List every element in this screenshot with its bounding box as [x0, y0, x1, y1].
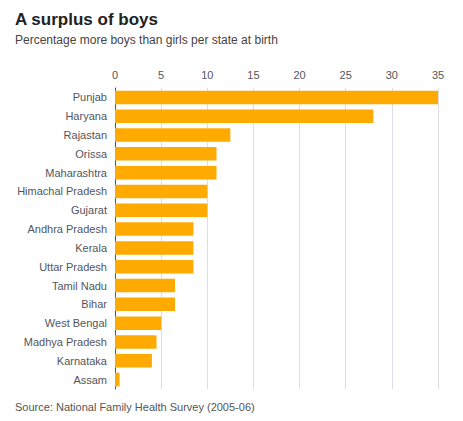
- svg-text:Maharashtra: Maharashtra: [45, 167, 108, 179]
- svg-text:Himachal Pradesh: Himachal Pradesh: [17, 185, 107, 197]
- svg-text:35: 35: [432, 69, 444, 81]
- svg-text:20: 20: [293, 69, 305, 81]
- svg-text:25: 25: [340, 69, 352, 81]
- svg-text:Punjab: Punjab: [73, 91, 107, 103]
- svg-text:Bihar: Bihar: [81, 298, 107, 310]
- svg-text:Kerala: Kerala: [75, 242, 108, 254]
- svg-text:Assam: Assam: [73, 374, 107, 386]
- svg-text:Karnataka: Karnataka: [57, 355, 108, 367]
- svg-text:Gujarat: Gujarat: [71, 204, 107, 216]
- svg-text:10: 10: [201, 69, 213, 81]
- svg-text:Orissa: Orissa: [75, 148, 108, 160]
- svg-text:Source: National Family Health: Source: National Family Health Survey (2…: [15, 401, 255, 413]
- svg-text:Rajastan: Rajastan: [64, 129, 107, 141]
- svg-text:Madhya Pradesh: Madhya Pradesh: [24, 336, 107, 348]
- svg-text:Andhra Pradesh: Andhra Pradesh: [28, 223, 108, 235]
- svg-text:30: 30: [386, 69, 398, 81]
- svg-text:A surplus of boys: A surplus of boys: [15, 10, 158, 29]
- svg-text:Haryana: Haryana: [65, 110, 107, 122]
- svg-text:Percentage more boys than girl: Percentage more boys than girls per stat…: [15, 33, 278, 47]
- svg-text:Uttar Pradesh: Uttar Pradesh: [39, 261, 107, 273]
- svg-text:15: 15: [247, 69, 259, 81]
- svg-text:West Bengal: West Bengal: [45, 317, 107, 329]
- svg-text:0: 0: [112, 69, 118, 81]
- svg-text:5: 5: [158, 69, 164, 81]
- svg-text:Tamil Nadu: Tamil Nadu: [52, 280, 107, 292]
